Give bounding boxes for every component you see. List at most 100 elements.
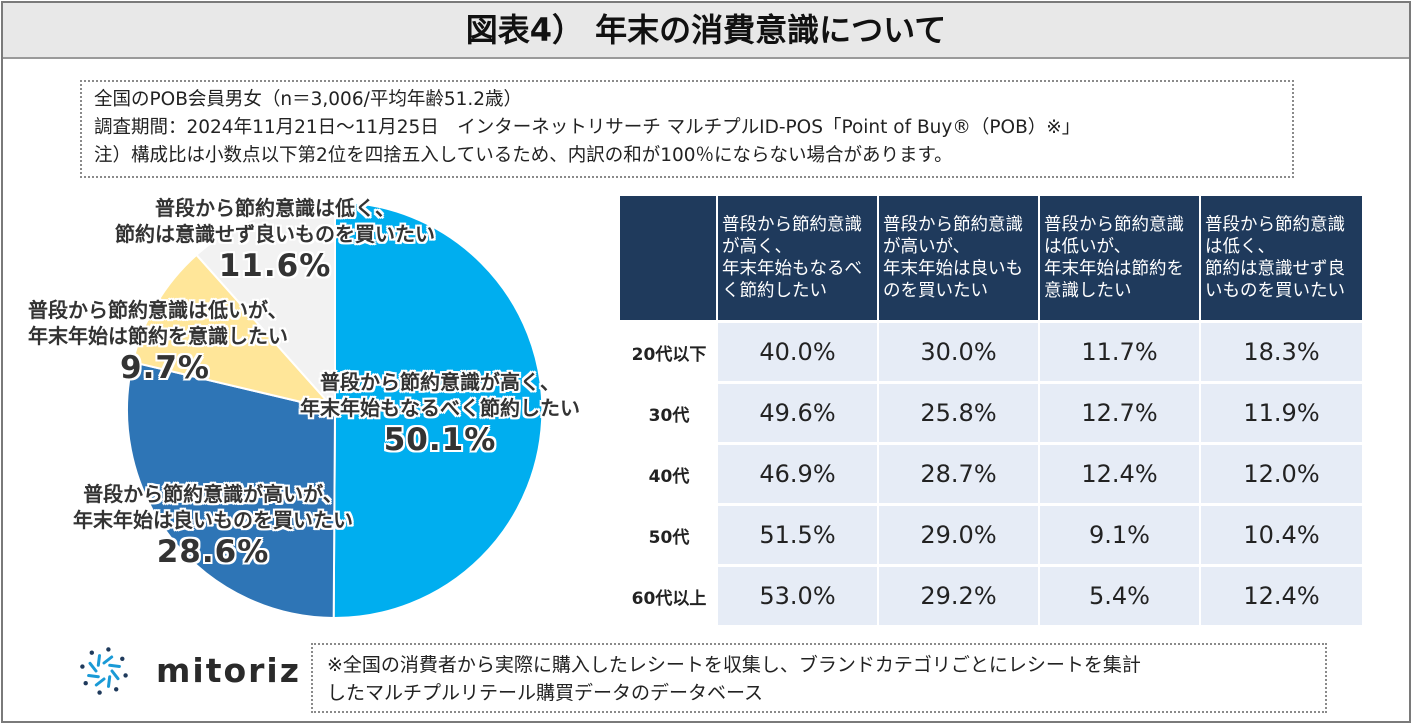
table-cell: 12.4%	[1040, 442, 1201, 503]
note-rounding: 注）構成比は小数点以下第2位を四捨五入しているため、内訳の和が100％にならない…	[94, 145, 953, 166]
pie-slice-4	[195, 200, 336, 413]
logo-dot	[83, 681, 88, 686]
table-row: 60代以上 53.0% 29.2% 5.4% 12.4%	[620, 564, 1362, 625]
slice-4-name-line-1: 普段から節約意識は低く、	[155, 196, 395, 220]
col3-line2: は低いが、	[1044, 237, 1132, 257]
logo-ray	[94, 677, 106, 687]
table-row: 50代 51.5% 29.0% 9.1% 10.4%	[620, 503, 1362, 564]
logo-ray	[108, 663, 121, 668]
pie-slice-2	[126, 360, 337, 620]
col2-line3: 年末年始は良いも	[883, 259, 1023, 279]
pie-chart: 普段から節約意識が高く、 年末年始もなるべく節約したい 50.1% 普段から節約…	[0, 185, 620, 625]
age-breakdown-table: 普段から節約意識 が高く、 年末年始もなるべ く節約したい 普段から節約意識 が…	[620, 196, 1362, 625]
table-cell: 28.7%	[879, 442, 1040, 503]
table-cell: 10.4%	[1201, 503, 1362, 564]
table-cell: 12.7%	[1040, 381, 1201, 442]
logo-ray	[110, 669, 120, 681]
slice-4-name-line-2: 節約は意識せず良いものを買いたい	[115, 222, 435, 246]
pie-label-slice-2: 普段から節約意識が高いが、 年末年始は良いものを買いたい 28.6%	[48, 481, 378, 571]
table-cell: 12.4%	[1201, 564, 1362, 625]
mitoriz-logo: mitoriz	[76, 643, 299, 699]
row-label: 60代以上	[620, 564, 718, 625]
slice-2-name-line-2: 年末年始は良いものを買いたい	[73, 508, 353, 532]
logo-ray	[96, 654, 101, 667]
logo-dot	[97, 690, 102, 695]
logo-ray	[87, 674, 100, 679]
column-header-4: 普段から節約意識 は低く、 節約は意識せず良 いものを買いたい	[1201, 196, 1362, 320]
slice-3-percent: 9.7%	[120, 350, 210, 386]
table-row: 40代 46.9% 28.7% 12.4% 12.0%	[620, 442, 1362, 503]
note-period: 調査期間：2024年11月21日～11月25日 インターネットリサーチ マルチプ…	[94, 117, 1081, 138]
column-header-3: 普段から節約意識 は低いが、 年末年始は節約を 意識したい	[1040, 196, 1201, 320]
col1-line3: 年末年始もなるべ	[722, 259, 862, 279]
footnote-line-2: したマルチプルリテール購買データのデータベース	[327, 682, 764, 704]
col4-line3: 節約は意識せず良	[1205, 259, 1345, 279]
col4-line1: 普段から節約意識	[1205, 215, 1345, 235]
col2-line1: 普段から節約意識	[883, 215, 1023, 235]
table-corner-cell	[620, 196, 718, 320]
col2-line4: のを買いたい	[883, 281, 988, 301]
row-label: 30代	[620, 381, 718, 442]
table-cell: 53.0%	[718, 564, 879, 625]
pie-label-slice-4: 普段から節約意識は低く、 節約は意識せず良いものを買いたい 11.6%	[90, 195, 460, 285]
table-cell: 29.0%	[879, 503, 1040, 564]
col2-line2: が高いが、	[883, 237, 971, 257]
logo-dot	[120, 656, 125, 661]
table-row: 30代 49.6% 25.8% 12.7% 11.9%	[620, 381, 1362, 442]
table-cell: 25.8%	[879, 381, 1040, 442]
table-row: 20代以下 40.0% 30.0% 11.7% 18.3%	[620, 320, 1362, 381]
table-cell: 51.5%	[718, 503, 879, 564]
table-cell: 5.4%	[1040, 564, 1201, 625]
slice-1-name-line-1: 普段から節約意識が高く、	[320, 370, 560, 394]
note-sample: 全国のPOB会員男女（n＝3,006/平均年齢51.2歳）	[94, 89, 523, 110]
pie-slice-1	[332, 200, 544, 620]
col1-line1: 普段から節約意識	[722, 215, 862, 235]
slice-2-percent: 28.6%	[156, 534, 270, 570]
table-cell: 18.3%	[1201, 320, 1362, 381]
logo-ray	[107, 675, 112, 688]
slice-1-name-line-2: 年末年始もなるべく節約したい	[300, 396, 580, 420]
pob-footnote: ※全国の消費者から実際に購入したレシートを収集し、ブランドカテゴリごとにレシート…	[311, 643, 1327, 713]
logo-wordmark: mitoriz	[156, 651, 301, 690]
table-cell: 46.9%	[718, 442, 879, 503]
column-header-1: 普段から節約意識 が高く、 年末年始もなるべ く節約したい	[718, 196, 879, 320]
table-cell: 9.1%	[1040, 503, 1201, 564]
col4-line4: いものを買いたい	[1205, 281, 1345, 301]
slice-3-name-line-1: 普段から節約意識は低いが、	[28, 298, 288, 322]
pie-label-slice-1: 普段から節約意識が高く、 年末年始もなるべく節約したい 50.1%	[260, 369, 620, 459]
col3-line1: 普段から節約意識	[1044, 215, 1184, 235]
logo-ray	[102, 655, 114, 665]
row-label: 20代以下	[620, 320, 718, 381]
slice-3-name-line-2: 年末年始は節約を意識したい	[28, 324, 288, 348]
survey-notes: 全国のPOB会員男女（n＝3,006/平均年齢51.2歳） 調査期間：2024年…	[80, 80, 1294, 178]
row-label: 50代	[620, 503, 718, 564]
col4-line2: は低く、	[1205, 237, 1275, 257]
slice-1-percent: 50.1%	[383, 422, 497, 458]
logo-ray	[88, 661, 98, 673]
col1-line4: く節約したい	[722, 281, 827, 301]
pie-slice-3	[131, 253, 338, 412]
table-cell: 29.2%	[879, 564, 1040, 625]
page-title: 図表4） 年末の消費意識について	[465, 11, 947, 49]
pie-svg	[126, 200, 544, 620]
slice-4-percent: 11.6%	[218, 248, 332, 284]
table-cell: 40.0%	[718, 320, 879, 381]
table-cell: 12.0%	[1201, 442, 1362, 503]
table-cell: 30.0%	[879, 320, 1040, 381]
column-header-2: 普段から節約意識 が高いが、 年末年始は良いも のを買いたい	[879, 196, 1040, 320]
pie-label-slice-3: 普段から節約意識は低いが、 年末年始は節約を意識したい 9.7%	[10, 297, 310, 387]
logo-dot	[123, 673, 128, 678]
table-header-row: 普段から節約意識 が高く、 年末年始もなるべ く節約したい 普段から節約意識 が…	[620, 196, 1362, 320]
sun-burst-icon	[80, 647, 128, 695]
row-label: 40代	[620, 442, 718, 503]
table-cell: 11.7%	[1040, 320, 1201, 381]
logo-dot	[106, 647, 111, 652]
col1-line2: が高く、	[722, 237, 792, 257]
title-bar: 図表4） 年末の消費意識について	[3, 3, 1409, 59]
col3-line3: 年末年始は節約を	[1044, 259, 1184, 279]
slice-2-name-line-1: 普段から節約意識が高いが、	[83, 482, 343, 506]
logo-dot	[80, 664, 85, 669]
logo-dot	[89, 650, 94, 655]
table-cell: 49.6%	[718, 381, 879, 442]
